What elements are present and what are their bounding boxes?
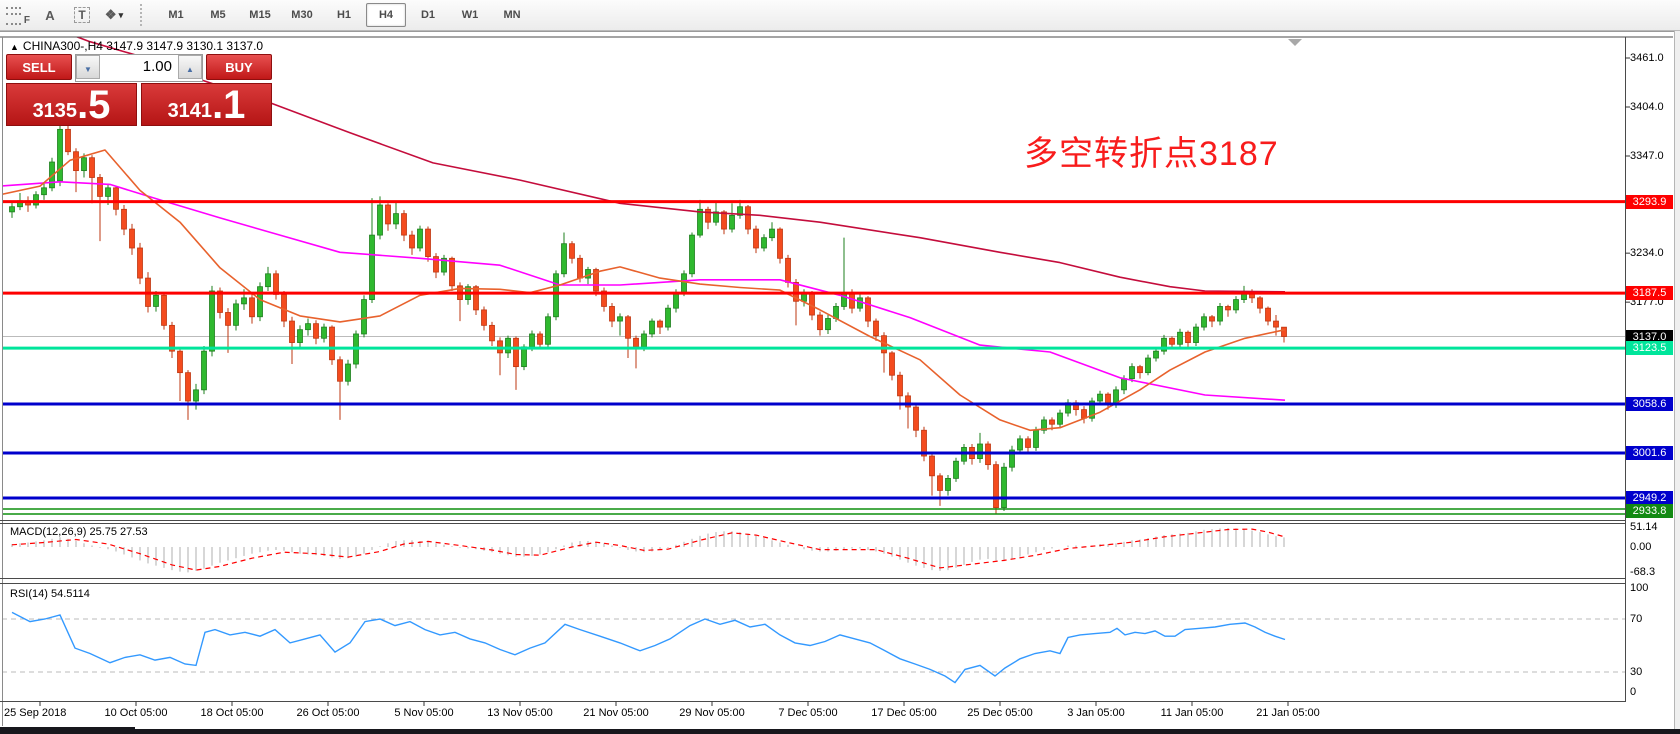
sell-price-display[interactable]: 3135.5 bbox=[6, 83, 137, 126]
caret-down-icon: ▼ bbox=[84, 64, 92, 74]
price-level-badge: 3123.5 bbox=[1626, 341, 1673, 356]
diamond-arrows-glyph: ❖ bbox=[104, 7, 117, 22]
rsi-axis-tick: 70 bbox=[1630, 613, 1643, 625]
volume-increase-button[interactable]: ▲ bbox=[178, 55, 202, 79]
price-level-badge: 2949.2 bbox=[1626, 490, 1673, 505]
time-axis-label: 5 Nov 05:00 bbox=[394, 707, 454, 719]
price-axis-tick: 3461.0 bbox=[1630, 51, 1664, 64]
time-axis-label: 3 Jan 05:00 bbox=[1067, 707, 1125, 719]
macd-axis-tick: -68.3 bbox=[1630, 565, 1656, 578]
bottom-window-edge-right bbox=[135, 729, 1680, 734]
price-level-badge: 3187.5 bbox=[1626, 286, 1673, 301]
rsi-axis-tick: 100 bbox=[1630, 581, 1649, 594]
right-scrollbar-gutter[interactable] bbox=[1674, 31, 1680, 734]
timeframe-button-m5[interactable]: M5 bbox=[210, 9, 226, 21]
timeframe-button-m30[interactable]: M30 bbox=[291, 9, 313, 21]
toolbar-separator bbox=[140, 4, 149, 26]
dropdown-caret-icon: ▾ bbox=[118, 9, 124, 20]
time-axis-label: 25 Sep 2018 bbox=[4, 707, 67, 719]
bottom-window-edge-left bbox=[0, 727, 135, 734]
rsi-axis-tick: 0 bbox=[1630, 685, 1637, 698]
time-axis-label: 18 Oct 05:00 bbox=[200, 707, 264, 719]
text-box-icon[interactable]: T bbox=[70, 3, 94, 27]
price-level-badge: 3058.6 bbox=[1626, 396, 1673, 411]
timeframe-button-group: M1 M5 M15 M30 H1 H4 D1 W1 MN bbox=[155, 3, 533, 27]
t-glyph: T bbox=[74, 7, 90, 23]
text-label-icon[interactable]: A bbox=[45, 7, 55, 23]
rsi-axis-tick: 30 bbox=[1630, 666, 1643, 678]
time-axis-label: 21 Nov 05:00 bbox=[583, 707, 649, 719]
price-axis-tick: 3347.0 bbox=[1630, 149, 1664, 162]
sell-price-main: 3135 bbox=[32, 100, 78, 122]
f-glyph: F bbox=[23, 15, 30, 26]
time-axis-label: 10 Oct 05:00 bbox=[104, 707, 168, 719]
panel-collapse-arrow-icon[interactable]: ▲ bbox=[10, 42, 19, 52]
time-axis-label: 29 Nov 05:00 bbox=[679, 707, 745, 719]
time-axis-label: 26 Oct 05:00 bbox=[296, 707, 360, 719]
time-axis-label: 25 Dec 05:00 bbox=[967, 707, 1033, 719]
sell-button[interactable]: SELL bbox=[6, 54, 72, 80]
price-level-badge: 3137.0 bbox=[1626, 329, 1673, 344]
trade-panel-controls: SELL ▼ 1.00 ▲ BUY bbox=[6, 54, 272, 82]
macd-label: MACD(12,26,9) 25.75 27.53 bbox=[10, 526, 148, 538]
volume-field[interactable]: 1.00 bbox=[142, 58, 172, 75]
chart-title-text: CHINA300-,H4 3147.9 3147.9 3130.1 3137.0 bbox=[22, 39, 264, 53]
dotted-rows bbox=[6, 7, 21, 25]
price-axis-tick: 3234.0 bbox=[1630, 246, 1664, 259]
chart-toolbar: F A T ❖ ▾ M1 M5 M15 M30 H1 H4 D1 W1 MN bbox=[0, 0, 1680, 31]
time-axis-label: 13 Nov 05:00 bbox=[487, 707, 553, 719]
timeframe-button-m15[interactable]: M15 bbox=[249, 9, 271, 21]
price-axis-tick: 3404.0 bbox=[1630, 100, 1664, 113]
buy-price-display[interactable]: 3141.1 bbox=[141, 83, 272, 126]
timeframe-button-w1[interactable]: W1 bbox=[461, 9, 479, 21]
rsi-label: RSI(14) 54.5114 bbox=[10, 588, 90, 600]
price-level-badge: 2933.8 bbox=[1626, 504, 1673, 519]
caret-up-icon: ▲ bbox=[186, 64, 194, 74]
timeframe-button-d1[interactable]: D1 bbox=[420, 9, 436, 21]
volume-stepper: ▼ 1.00 ▲ bbox=[75, 54, 203, 82]
time-axis-label: 7 Dec 05:00 bbox=[778, 707, 838, 719]
one-click-trading-panel: SELL ▼ 1.00 ▲ BUY 3135.5 3141.1 bbox=[6, 54, 272, 126]
sell-price-fraction: .5 bbox=[77, 83, 111, 127]
buy-price-fraction: .1 bbox=[212, 83, 246, 127]
price-level-badge: 3001.6 bbox=[1626, 445, 1673, 460]
timeframe-button-h4[interactable]: H4 bbox=[366, 3, 406, 27]
buy-button[interactable]: BUY bbox=[206, 54, 272, 80]
timeframe-button-mn[interactable]: MN bbox=[503, 9, 521, 21]
chart-text-annotation: 多空转折点3187 bbox=[1024, 135, 1279, 173]
macd-axis-tick: 0.00 bbox=[1630, 540, 1652, 553]
macd-axis-tick: 51.14 bbox=[1630, 521, 1658, 534]
dotted-grid-f-icon[interactable]: F bbox=[6, 6, 30, 26]
time-axis-label: 21 Jan 05:00 bbox=[1256, 707, 1320, 719]
timeframe-button-h1[interactable]: H1 bbox=[336, 9, 352, 21]
price-level-badge: 3293.9 bbox=[1626, 194, 1673, 209]
buy-price-main: 3141 bbox=[167, 100, 213, 122]
indicators-icon[interactable]: ❖ ▾ bbox=[102, 3, 126, 27]
volume-decrease-button[interactable]: ▼ bbox=[76, 55, 100, 79]
chart-title: ▲ CHINA300-,H4 3147.9 3147.9 3130.1 3137.… bbox=[10, 39, 263, 53]
trade-panel-quotes: 3135.5 3141.1 bbox=[6, 83, 272, 126]
time-axis-label: 11 Jan 05:00 bbox=[1160, 707, 1224, 719]
time-axis-label: 17 Dec 05:00 bbox=[871, 707, 937, 719]
timeframe-button-m1[interactable]: M1 bbox=[168, 9, 184, 21]
